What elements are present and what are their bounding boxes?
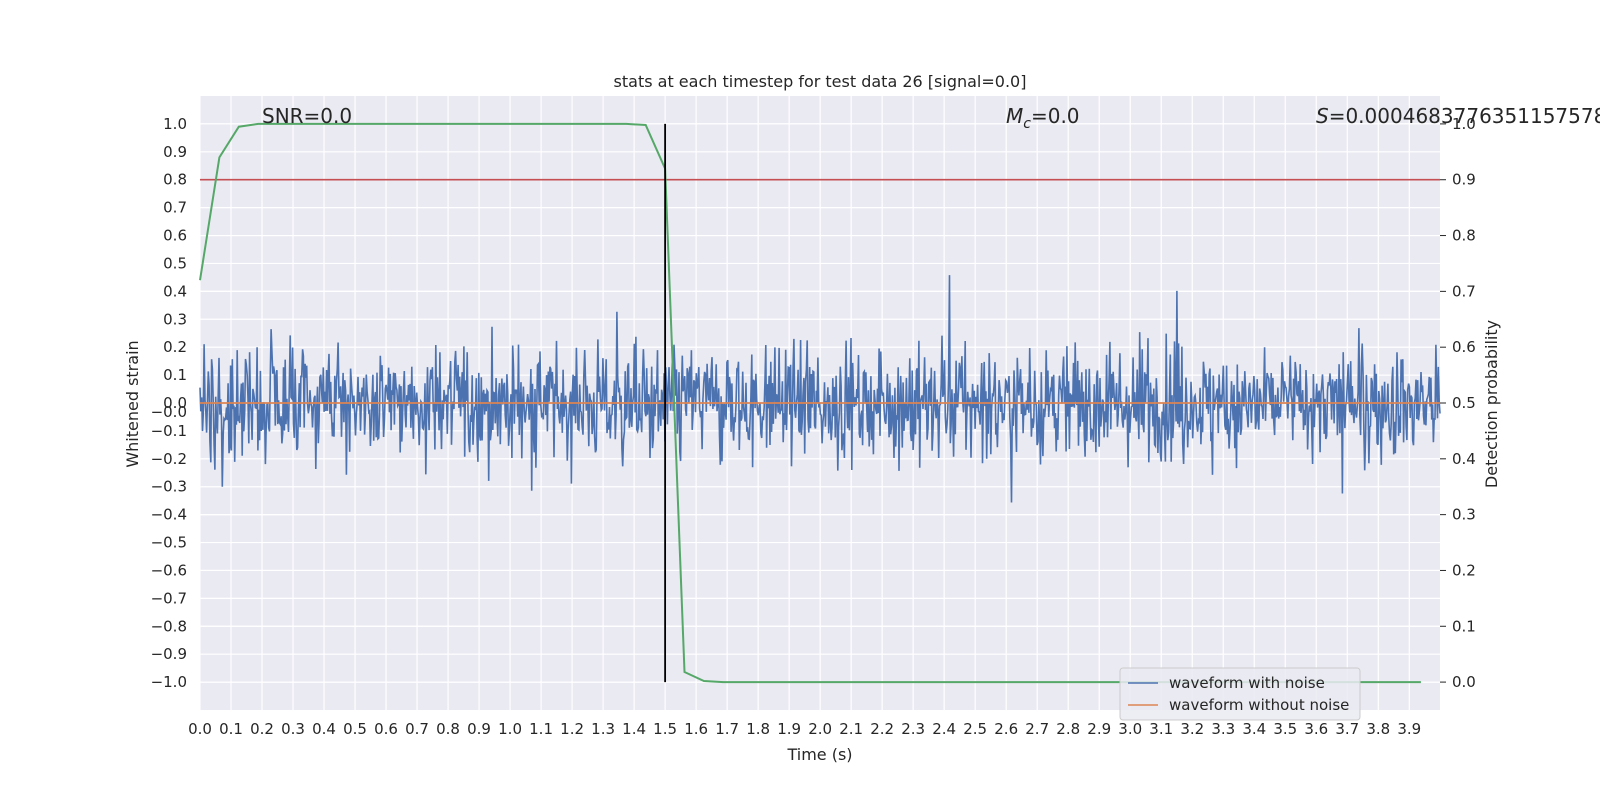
x-tick-label: 3.8 [1366,720,1390,738]
y-tick-label: −0.7 [151,589,187,607]
y-tick-label: −0.8 [151,617,187,635]
x-tick-label: 1.0 [498,720,522,738]
y-tick-label: 0.8 [163,171,187,189]
x-tick-label: 1.3 [591,720,615,738]
x-tick-label: 1.1 [529,720,553,738]
x-tick-label: 0.4 [312,720,336,738]
x-tick-label: 1.4 [622,720,646,738]
y2-tick-label: 0.9 [1452,171,1476,189]
y-tick-label: −0.6 [151,561,187,579]
legend-label-noise: waveform with noise [1169,674,1325,692]
y2-axis-ticks: 1.00.90.80.70.60.50.40.30.20.10.0 [1440,115,1476,691]
x-tick-label: 2.9 [1087,720,1111,738]
x-axis-ticks: 0.0 0.1 0.2 0.3 0.4 0.5 0.6 0.7 0.8 0.9 1.0 1.1 1.2 1… [188,720,1421,738]
x-tick-label: 0.1 [219,720,243,738]
x-tick-label: 3.9 [1397,720,1421,738]
x-tick-label: 2.8 [1056,720,1080,738]
y-tick-label: −1.0 [151,673,187,691]
y-tick-label: 0.5 [163,254,187,272]
y-tick-label: −0.1 [151,422,187,440]
y-axis-ticks: 1.00.90.80.70.60.50.40.30.20.10.0−0.0−0.… [151,115,187,691]
mc-value: =0.0 [1031,104,1080,128]
chart: 1.00.90.80.70.60.50.40.30.20.10.0−0.0−0.… [0,0,1600,800]
y-tick-label: 0.9 [163,143,187,161]
y2-axis-label: Detection probability [1482,320,1501,488]
legend: waveform with noise waveform without noi… [1120,668,1360,720]
y-tick-label: 1.0 [163,115,187,133]
x-tick-label: 0.2 [250,720,274,738]
x-tick-label: 0.9 [467,720,491,738]
x-tick-label: 3.3 [1211,720,1235,738]
y-tick-label: 0.3 [163,310,187,328]
x-tick-label: 0.0 [188,720,212,738]
y-tick-label: −0.3 [151,478,187,496]
y2-tick-label: 0.0 [1452,673,1476,691]
y-tick-label: 0.7 [163,199,187,217]
x-tick-label: 3.4 [1242,720,1266,738]
y-tick-label: −0.5 [151,534,187,552]
y-tick-label: 0.2 [163,338,187,356]
chart-title: stats at each timestep for test data 26 … [614,72,1027,91]
x-tick-label: 2.7 [1025,720,1049,738]
mc-symbol: M [1006,104,1023,128]
y-tick-label: 0.6 [163,227,187,245]
x-tick-label: 1.6 [684,720,708,738]
y2-tick-label: 0.5 [1452,394,1476,412]
y2-tick-label: 0.4 [1452,450,1476,468]
x-tick-label: 0.5 [343,720,367,738]
x-tick-label: 1.7 [715,720,739,738]
y2-tick-label: 0.6 [1452,338,1476,356]
x-tick-label: 2.2 [870,720,894,738]
x-tick-label: 3.2 [1180,720,1204,738]
y-tick-label: −0.0 [151,403,187,421]
x-axis-label: Time (s) [786,745,852,764]
x-tick-label: 0.6 [374,720,398,738]
x-tick-label: 2.1 [839,720,863,738]
x-tick-label: 3.6 [1304,720,1328,738]
x-tick-label: 1.8 [746,720,770,738]
y-axis-label: Whitened strain [123,340,142,467]
legend-label-clean: waveform without noise [1169,696,1349,714]
y-tick-label: −0.9 [151,645,187,663]
y-tick-label: 0.1 [163,366,187,384]
x-tick-label: 3.1 [1149,720,1173,738]
x-tick-label: 2.4 [932,720,956,738]
s-symbol: S [1316,104,1329,128]
x-tick-label: 2.6 [994,720,1018,738]
s-annotation: S=0.0004683776351157578 [1316,104,1600,128]
y2-tick-label: 0.3 [1452,506,1476,524]
x-tick-label: 1.9 [777,720,801,738]
x-tick-label: 3.0 [1118,720,1142,738]
x-tick-label: 3.5 [1273,720,1297,738]
y2-tick-label: 0.1 [1452,617,1476,635]
y2-tick-label: 0.8 [1452,227,1476,245]
x-tick-label: 1.5 [653,720,677,738]
mc-annotation: Mc=0.0 [1006,104,1080,132]
y-tick-label: 0.4 [163,282,187,300]
x-tick-label: 1.2 [560,720,584,738]
s-value: =0.0004683776351157578 [1329,104,1600,128]
snr-annotation: SNR=0.0 [262,104,352,128]
x-tick-label: 2.0 [808,720,832,738]
x-tick-label: 0.8 [436,720,460,738]
x-tick-label: 0.3 [281,720,305,738]
x-tick-label: 2.5 [963,720,987,738]
x-tick-label: 3.7 [1335,720,1359,738]
y2-tick-label: 0.2 [1452,561,1476,579]
y-tick-label: −0.2 [151,450,187,468]
y2-tick-label: 0.7 [1452,282,1476,300]
x-tick-label: 2.3 [901,720,925,738]
y-tick-label: −0.4 [151,506,187,524]
x-tick-label: 0.7 [405,720,429,738]
